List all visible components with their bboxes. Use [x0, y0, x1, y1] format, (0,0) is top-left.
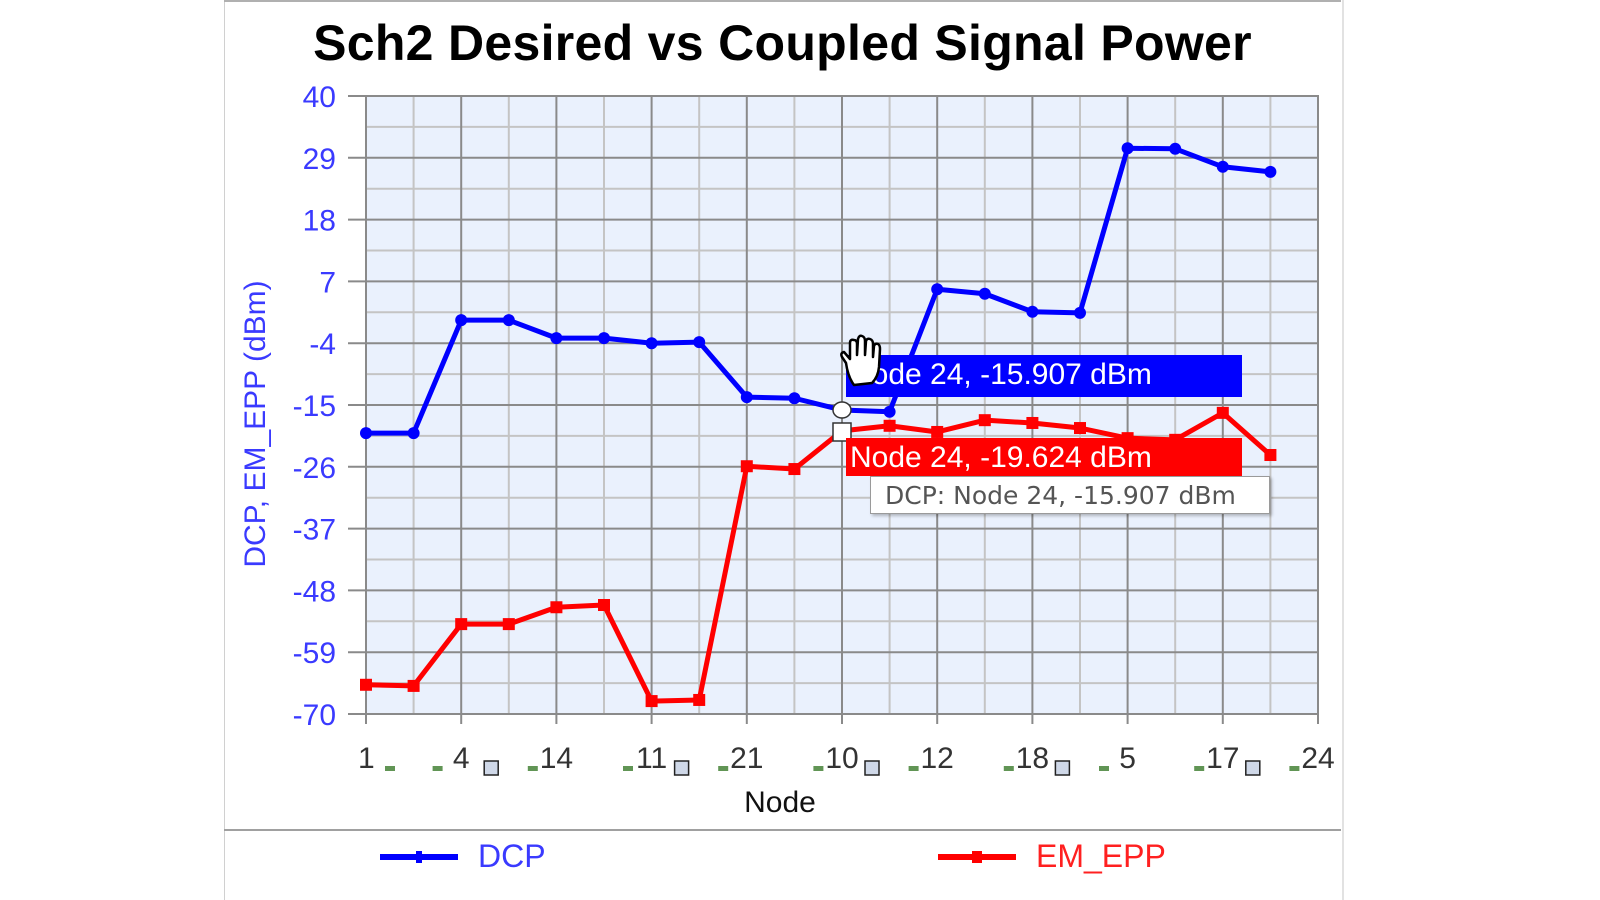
- dcp-data-point[interactable]: [1264, 165, 1277, 178]
- em-epp-data-point[interactable]: [693, 693, 706, 706]
- dcp-data-point[interactable]: [550, 332, 563, 345]
- dcp-data-point[interactable]: [883, 405, 896, 418]
- em-epp-data-point[interactable]: [455, 618, 468, 631]
- y-tick-label: -15: [293, 390, 336, 423]
- dcp-data-point[interactable]: [788, 392, 801, 405]
- dcp-data-point[interactable]: [455, 314, 468, 327]
- dcp-data-point[interactable]: [1074, 306, 1086, 319]
- y-tick-label: -48: [293, 575, 336, 608]
- dcp-line-swatch-icon: [380, 850, 458, 863]
- legend-dcp-label: DCP: [478, 838, 546, 874]
- y-tick-label: 29: [303, 143, 336, 176]
- em-epp-data-point[interactable]: [883, 419, 896, 432]
- dcp-data-point[interactable]: [740, 391, 753, 404]
- hover-markers: [832, 401, 852, 442]
- x-axis-ticks: 1 4 14 11 21 10 12 18 5 17 24: [358, 742, 1335, 776]
- y-tick-label: -26: [293, 452, 336, 485]
- x-tick-label: 5: [1119, 742, 1136, 775]
- x-tick-label: 12: [921, 742, 954, 775]
- hover-square-marker-icon: [832, 422, 852, 442]
- x-tick-label: 4: [453, 742, 470, 775]
- x-tick-label: 1: [358, 742, 375, 775]
- em-epp-data-point[interactable]: [1264, 449, 1277, 462]
- em-epp-line-swatch-icon: [938, 850, 1016, 863]
- em-epp-data-point[interactable]: [740, 460, 753, 473]
- legend-em-epp-label: EM_EPP: [1036, 838, 1166, 874]
- x-tick-label: 17: [1206, 742, 1239, 775]
- em-epp-data-point[interactable]: [931, 425, 944, 438]
- dcp-data-point[interactable]: [645, 337, 658, 350]
- em-epp-data-point[interactable]: [550, 601, 563, 614]
- legend-item-em-epp[interactable]: EM_EPP: [938, 838, 1166, 875]
- em-epp-data-point[interactable]: [978, 414, 991, 427]
- dcp-data-point[interactable]: [1169, 142, 1182, 155]
- y-tick-label: 40: [303, 81, 336, 114]
- em-epp-data-point[interactable]: [645, 695, 658, 708]
- em-epp-data-point[interactable]: [407, 679, 420, 692]
- em-epp-data-point[interactable]: [598, 599, 610, 612]
- x-tick-label: 11: [636, 742, 667, 775]
- em-flag-text: Node 24, -19.624 dBm: [850, 441, 1152, 474]
- em-epp-data-point[interactable]: [788, 463, 801, 476]
- dcp-data-point[interactable]: [1216, 160, 1229, 173]
- hand-cursor-icon: [840, 334, 882, 387]
- dcp-data-point[interactable]: [1121, 142, 1134, 155]
- dcp-value-flag: Node 24, -15.907 dBm: [846, 355, 1242, 397]
- dcp-data-point[interactable]: [598, 332, 610, 345]
- chart-title: Sch2 Desired vs Coupled Signal Power: [313, 15, 1252, 71]
- dcp-data-point[interactable]: [978, 287, 991, 300]
- legend-separator: [224, 829, 1341, 831]
- y-axis-ticks: 40 29 18 7 -4 -15 -26 -37 -48 -59 -70: [293, 81, 336, 732]
- y-tick-label: 18: [303, 205, 336, 238]
- em-epp-series[interactable]: [360, 406, 1277, 708]
- legend-item-dcp[interactable]: DCP: [380, 838, 546, 875]
- series-lines[interactable]: [360, 142, 1277, 708]
- x-tick-label: 18: [1016, 742, 1049, 775]
- dcp-data-point[interactable]: [502, 314, 515, 327]
- dcp-data-point[interactable]: [360, 427, 372, 440]
- em-epp-data-point[interactable]: [502, 618, 515, 631]
- hover-tooltip: DCP: Node 24, -15.907 dBm: [870, 476, 1270, 514]
- x-tick-label: 21: [730, 742, 763, 775]
- em-epp-data-point[interactable]: [1026, 416, 1039, 429]
- panel-top-border: [224, 0, 1341, 2]
- dcp-flag-text: Node 24, -15.907 dBm: [850, 358, 1152, 391]
- y-tick-label: -37: [293, 514, 336, 547]
- em-epp-value-flag: Node 24, -19.624 dBm: [846, 438, 1242, 476]
- dcp-data-point[interactable]: [407, 427, 420, 440]
- x-axis-label: Node: [744, 786, 816, 819]
- em-epp-data-point[interactable]: [1216, 406, 1229, 419]
- em-epp-data-point[interactable]: [1074, 422, 1086, 435]
- y-tick-label: -70: [293, 699, 336, 732]
- dcp-series[interactable]: [360, 142, 1277, 440]
- hover-circle-marker-icon: [832, 401, 852, 419]
- dcp-data-point[interactable]: [931, 283, 944, 296]
- em-epp-data-point[interactable]: [360, 678, 372, 691]
- x-tick-label: 24: [1301, 742, 1334, 775]
- y-tick-label: -4: [309, 328, 336, 361]
- dcp-data-point[interactable]: [693, 336, 706, 349]
- x-tick-label: 14: [540, 742, 573, 775]
- y-tick-label: -59: [293, 637, 336, 670]
- dcp-data-point[interactable]: [1026, 305, 1039, 318]
- y-tick-label: 7: [319, 266, 336, 299]
- x-tick-label: 10: [825, 742, 858, 775]
